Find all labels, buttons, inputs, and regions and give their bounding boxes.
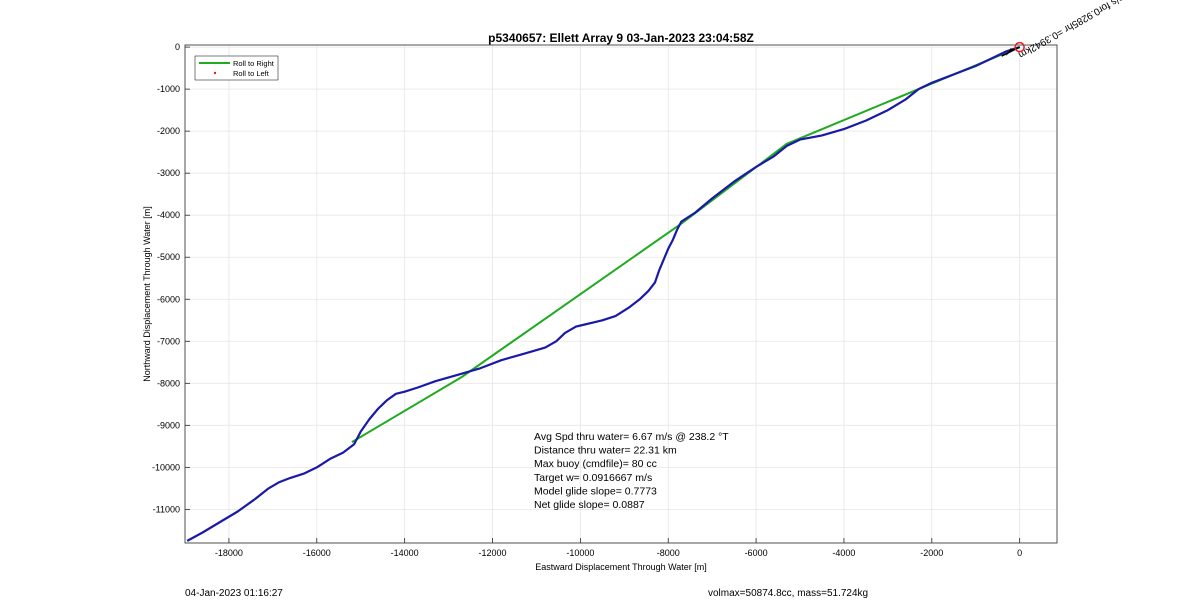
legend-marker-swatch xyxy=(213,71,217,75)
y-tick-label: -11000 xyxy=(153,504,180,514)
current-label: 0.4258m/s for0.9285hr =0.3942km xyxy=(1016,0,1155,60)
x-tick-label: -8000 xyxy=(657,548,680,558)
end-position-marker xyxy=(1014,41,1025,53)
y-tick-label: -7000 xyxy=(157,336,180,346)
legend-box xyxy=(194,55,279,81)
x-tick-label: 0 xyxy=(1017,548,1022,558)
y-tick-label: -1000 xyxy=(157,84,180,94)
legend-label: Roll to Left xyxy=(233,69,270,78)
plot-area-border xyxy=(184,44,1058,544)
stats-line: Avg Spd thru water= 6.67 m/s @ 238.2 °T xyxy=(534,431,729,443)
y-tick-label: -4000 xyxy=(157,210,180,220)
x-tick-label: -2000 xyxy=(920,548,943,558)
y-tick-label: -3000 xyxy=(157,168,180,178)
x-tick-label: -12000 xyxy=(478,548,506,558)
y-tick-label: -9000 xyxy=(157,420,180,430)
series-roll-right-line xyxy=(351,46,1021,443)
y-tick-label: -10000 xyxy=(152,462,180,472)
footer-mass-info: volmax=50874.8cc, mass=51.724kg xyxy=(708,588,869,599)
chart-title: p5340657: Ellett Array 9 03-Jan-2023 23:… xyxy=(488,31,754,45)
y-tick-label: -5000 xyxy=(157,252,180,262)
x-tick-label: -10000 xyxy=(566,548,594,558)
legend-label: Roll to Right xyxy=(233,59,275,68)
y-axis-ticks: 0 -1000 -2000 -3000 -4000 -5000 -6000 -7000 -800… xyxy=(152,42,190,514)
series-group xyxy=(186,46,1021,542)
stats-line: Net glide slope= 0.0887 xyxy=(534,499,645,511)
y-tick-label: -6000 xyxy=(157,294,180,304)
y-tick-label: -8000 xyxy=(157,378,180,388)
grid-lines xyxy=(185,45,1057,543)
x-axis-label: Eastward Displacement Through Water [m] xyxy=(535,562,707,572)
y-tick-label: -2000 xyxy=(157,126,180,136)
footer-timestamp: 04-Jan-2023 01:16:27 xyxy=(185,588,283,599)
x-tick-label: -14000 xyxy=(391,548,419,558)
current-arrow-head xyxy=(1005,48,1014,57)
stats-line: Model glide slope= 0.7773 xyxy=(534,485,657,497)
stats-line: Max buoy (cmdfile)= 80 cc xyxy=(534,458,657,470)
y-axis-label: Northward Displacement Through Water [m] xyxy=(142,206,152,382)
x-axis-ticks: -18000 -16000 -14000 -12000 -10000 -8000 -6000… xyxy=(215,538,1022,558)
stats-line: Target w= 0.0916667 m/s xyxy=(534,472,652,484)
x-tick-label: -4000 xyxy=(832,548,855,558)
y-tick-label: 0 xyxy=(175,42,180,52)
x-tick-label: -6000 xyxy=(745,548,768,558)
series-track-line xyxy=(186,46,1021,542)
annotations: 0.4258m/s for0.9285hr =0.3942km Avg Spd t… xyxy=(534,0,1155,511)
x-tick-label: -18000 xyxy=(215,548,243,558)
x-tick-label: -16000 xyxy=(303,548,331,558)
stats-line: Distance thru water= 22.31 km xyxy=(534,445,677,457)
